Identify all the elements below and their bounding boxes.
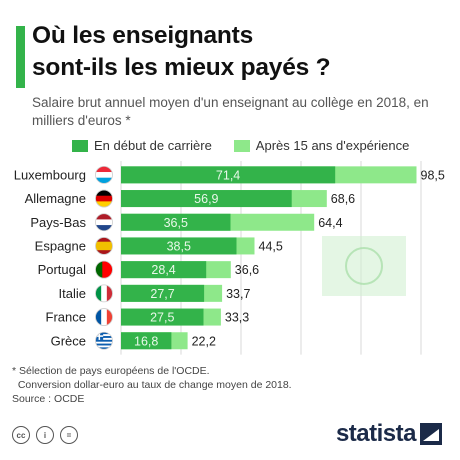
flag-fr-icon bbox=[95, 308, 113, 326]
flag-it-icon bbox=[95, 284, 113, 302]
watermark-box bbox=[322, 236, 406, 296]
footnote: * Sélection de pays européens de l'OCDE.… bbox=[12, 364, 452, 406]
data-label-15y-0: 98,5 bbox=[421, 168, 445, 182]
flag-border-3 bbox=[95, 237, 113, 255]
bar-chart: 02040608010071,498,5Luxembourg56,968,6Al… bbox=[14, 161, 445, 355]
flag-border-6 bbox=[95, 308, 113, 326]
data-label-start-1: 56,9 bbox=[194, 192, 218, 206]
bar-start-3 bbox=[121, 237, 237, 255]
category-label-7: Grèce bbox=[51, 333, 86, 348]
watermark-circle bbox=[345, 247, 383, 285]
bar-start-7 bbox=[121, 332, 172, 350]
data-label-start-0: 71,4 bbox=[216, 168, 240, 182]
flag-de-icon bbox=[95, 190, 113, 208]
category-label-5: Italie bbox=[59, 286, 86, 301]
category-label-2: Pays-Bas bbox=[30, 215, 86, 230]
data-label-start-5: 27,7 bbox=[150, 287, 174, 301]
legend-swatch-15y bbox=[233, 139, 250, 152]
category-label-0: Luxembourg bbox=[14, 167, 86, 182]
cc-icon: cc bbox=[12, 426, 30, 444]
bar-start-2 bbox=[121, 213, 231, 231]
flag-border-7 bbox=[95, 331, 113, 350]
flag-border-2 bbox=[95, 213, 113, 232]
legend-swatch-start bbox=[72, 139, 88, 152]
flag-es-icon bbox=[95, 237, 113, 255]
subtitle: Salaire brut annuel moyen d'un enseignan… bbox=[32, 95, 429, 128]
legend: En début de carrière Après 15 ans d'expé… bbox=[72, 138, 409, 153]
brand-mark-icon bbox=[420, 423, 442, 445]
data-label-start-7: 16,8 bbox=[134, 334, 158, 348]
source-line: Source : OCDE bbox=[12, 393, 85, 405]
brand-name: statista bbox=[335, 420, 417, 447]
bar-start-0 bbox=[121, 166, 336, 184]
data-label-15y-1: 68,6 bbox=[331, 192, 355, 206]
legend-item-15y: Après 15 ans d'expérience bbox=[233, 138, 410, 153]
category-label-1: Allemagne bbox=[25, 191, 86, 206]
category-label-4: Portugal bbox=[38, 262, 87, 277]
legend-label-15y: Après 15 ans d'expérience bbox=[255, 138, 410, 153]
flag-border-0 bbox=[95, 165, 113, 184]
data-label-15y-6: 33,3 bbox=[225, 311, 249, 325]
page-title: Où les enseignants sont-ils les mieux pa… bbox=[32, 22, 331, 81]
data-label-15y-5: 33,7 bbox=[226, 287, 250, 301]
bar-start-5 bbox=[121, 284, 205, 302]
flag-lu-icon bbox=[95, 166, 113, 184]
data-label-15y-2: 64,4 bbox=[318, 216, 342, 230]
bar-start-4 bbox=[121, 261, 207, 279]
flag-nl-icon bbox=[95, 213, 113, 231]
data-label-start-3: 38,5 bbox=[167, 239, 191, 253]
legend-item-start: En début de carrière bbox=[72, 138, 212, 153]
category-label-6: France bbox=[46, 310, 86, 325]
category-label-3: Espagne bbox=[35, 238, 86, 253]
flag-gr-icon bbox=[95, 332, 113, 350]
data-label-15y-4: 36,6 bbox=[235, 263, 259, 277]
license-icons: cc i = bbox=[12, 426, 78, 444]
data-label-start-6: 27,5 bbox=[150, 311, 174, 325]
flag-pt-icon bbox=[95, 261, 113, 279]
data-label-15y-7: 22,2 bbox=[192, 334, 216, 348]
flag-border-4 bbox=[95, 260, 113, 279]
info-icon: i bbox=[36, 426, 54, 444]
bar-start-6 bbox=[121, 308, 204, 326]
data-label-15y-3: 44,5 bbox=[259, 239, 283, 253]
title-accent-bar bbox=[16, 26, 25, 88]
footnote-line-1: * Sélection de pays européens de l'OCDE. bbox=[12, 365, 210, 377]
legend-label-start: En début de carrière bbox=[94, 138, 212, 153]
bar-start-1 bbox=[121, 190, 292, 208]
equals-icon: = bbox=[60, 426, 78, 444]
flag-border-1 bbox=[95, 189, 113, 208]
brand-logo: statista bbox=[336, 420, 442, 448]
data-label-start-4: 28,4 bbox=[151, 263, 175, 277]
flag-border-5 bbox=[95, 284, 113, 303]
footnote-line-2: Conversion dollar-euro au taux de change… bbox=[12, 379, 292, 391]
data-label-start-2: 36,5 bbox=[164, 216, 188, 230]
